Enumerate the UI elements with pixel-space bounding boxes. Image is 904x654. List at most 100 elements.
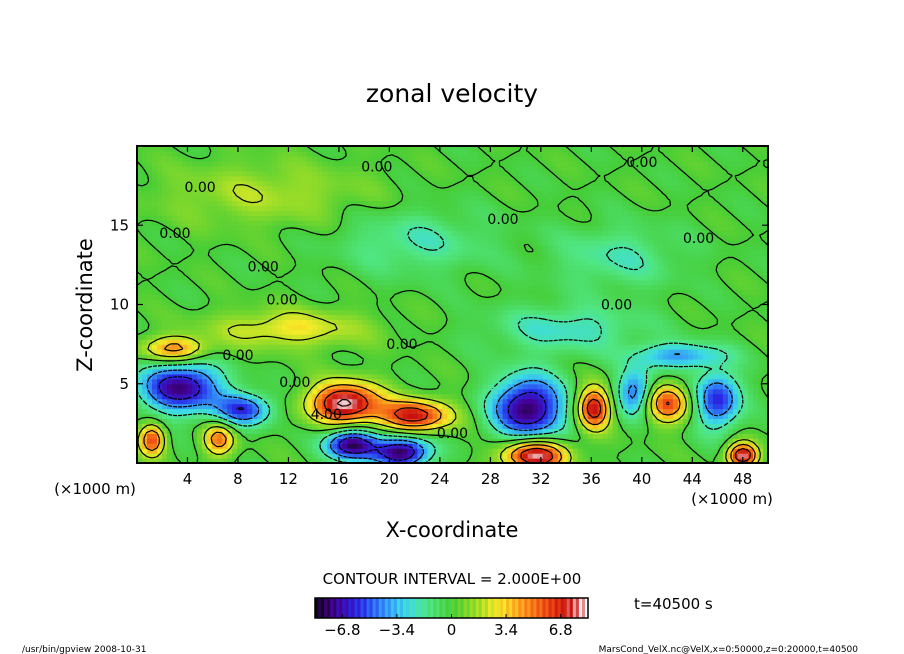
heatmap-cell xyxy=(182,319,188,325)
heatmap-cell xyxy=(532,289,539,296)
heatmap-cell xyxy=(402,403,409,410)
heatmap-cell xyxy=(592,428,599,434)
heatmap-cell xyxy=(707,418,714,424)
heatmap-cell xyxy=(527,438,534,444)
heatmap-cell xyxy=(472,334,479,340)
heatmap-cell xyxy=(522,289,529,296)
heatmap-cell xyxy=(307,453,313,459)
heatmap-cell xyxy=(412,453,419,459)
heatmap-cell xyxy=(612,428,619,434)
heatmap-cell xyxy=(382,349,388,355)
heatmap-cell xyxy=(427,443,434,449)
heatmap-cell xyxy=(227,383,233,390)
heatmap-cell xyxy=(742,344,749,350)
heatmap-cell xyxy=(402,284,409,291)
heatmap-cell xyxy=(522,349,529,355)
heatmap-cell xyxy=(537,443,544,449)
heatmap-cell xyxy=(142,393,148,400)
heatmap-cell xyxy=(137,363,143,370)
heatmap-cell xyxy=(402,393,409,400)
heatmap-cell xyxy=(272,339,278,345)
heatmap-cell xyxy=(437,309,444,315)
heatmap-cell xyxy=(387,299,394,306)
heatmap-cell xyxy=(677,453,684,459)
heatmap-cell xyxy=(697,408,704,415)
heatmap-cell xyxy=(322,423,328,429)
heatmap-cell xyxy=(372,393,378,400)
heatmap-cell xyxy=(367,344,373,350)
heatmap-cell xyxy=(172,383,178,390)
heatmap-cell xyxy=(387,349,394,355)
heatmap-cell xyxy=(417,408,424,415)
heatmap-cell xyxy=(662,344,669,350)
heatmap-cell xyxy=(582,358,589,365)
heatmap-cell xyxy=(652,329,659,335)
heatmap-cell xyxy=(707,428,714,434)
heatmap-cell xyxy=(572,393,579,400)
heatmap-cell xyxy=(602,349,609,355)
heatmap-cell xyxy=(667,309,674,315)
heatmap-cell xyxy=(147,354,153,360)
heatmap-cell xyxy=(457,448,464,454)
heatmap-cell xyxy=(137,378,143,385)
heatmap-cell xyxy=(447,358,454,365)
heatmap-cell xyxy=(397,269,404,276)
heatmap-cell xyxy=(557,324,564,330)
heatmap-cell xyxy=(552,383,559,390)
heatmap-cell xyxy=(262,403,268,410)
heatmap-cell xyxy=(492,349,499,355)
heatmap-cell xyxy=(417,433,424,439)
heatmap-cell xyxy=(542,349,549,355)
heatmap-cell xyxy=(467,418,474,424)
heatmap-cell xyxy=(757,458,764,463)
heatmap-cell xyxy=(217,269,223,276)
heatmap-cell xyxy=(277,363,283,370)
heatmap-cell xyxy=(482,378,489,385)
heatmap-cell xyxy=(722,363,729,370)
heatmap-cell xyxy=(527,398,534,405)
heatmap-cell xyxy=(162,279,168,286)
heatmap-cell xyxy=(632,274,639,281)
heatmap-cell xyxy=(747,363,754,370)
heatmap-cell xyxy=(242,378,248,385)
heatmap-cell xyxy=(587,388,594,395)
heatmap-cell xyxy=(472,453,479,459)
heatmap-cell xyxy=(357,279,363,286)
heatmap-cell xyxy=(687,269,694,276)
heatmap-cell xyxy=(597,354,604,360)
heatmap-cell xyxy=(522,294,529,301)
heatmap-cell xyxy=(332,304,338,311)
heatmap-cell xyxy=(692,373,699,380)
heatmap-cell xyxy=(712,413,719,420)
heatmap-cell xyxy=(727,289,734,296)
heatmap-cell xyxy=(432,363,439,370)
heatmap-cell xyxy=(757,269,764,276)
heatmap-cell xyxy=(617,413,624,420)
heatmap-cell xyxy=(142,428,148,434)
heatmap-cell xyxy=(742,413,749,420)
heatmap-cell xyxy=(397,448,404,454)
heatmap-cell xyxy=(492,403,499,410)
heatmap-cell xyxy=(702,408,709,415)
heatmap-cell xyxy=(512,443,519,449)
heatmap-cell xyxy=(552,319,559,325)
heatmap-cell xyxy=(682,433,689,439)
heatmap-cell xyxy=(622,418,629,424)
heatmap-cell xyxy=(312,363,318,370)
heatmap-cell xyxy=(222,413,228,420)
heatmap-cell xyxy=(322,438,328,444)
heatmap-cell xyxy=(592,393,599,400)
heatmap-cell xyxy=(642,294,649,301)
heatmap-cell xyxy=(217,339,223,345)
heatmap-cell xyxy=(492,363,499,370)
heatmap-cell xyxy=(747,418,754,424)
heatmap-cell xyxy=(717,408,724,415)
heatmap-cell xyxy=(157,349,163,355)
heatmap-cell xyxy=(752,349,759,355)
heatmap-cell xyxy=(742,378,749,385)
heatmap-cell xyxy=(402,279,409,286)
heatmap-cell xyxy=(517,269,524,276)
heatmap-cell xyxy=(677,458,684,463)
heatmap-cell xyxy=(267,453,273,459)
heatmap-cell xyxy=(397,314,404,320)
